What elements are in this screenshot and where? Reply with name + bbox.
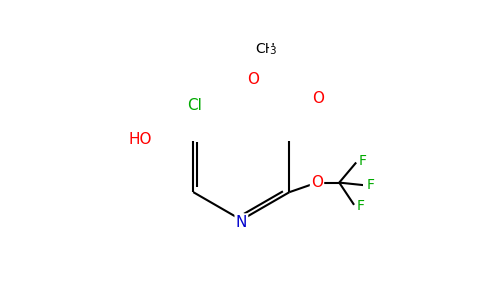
Text: O: O xyxy=(247,72,259,87)
Text: CH: CH xyxy=(256,42,276,56)
Text: 3: 3 xyxy=(269,46,276,56)
Text: F: F xyxy=(359,154,366,168)
Text: F: F xyxy=(356,200,364,213)
Text: O: O xyxy=(312,92,324,106)
Text: O: O xyxy=(311,175,323,190)
Text: Cl: Cl xyxy=(187,98,202,113)
Text: F: F xyxy=(367,178,375,192)
Text: N: N xyxy=(236,214,247,230)
Text: HO: HO xyxy=(128,132,152,147)
